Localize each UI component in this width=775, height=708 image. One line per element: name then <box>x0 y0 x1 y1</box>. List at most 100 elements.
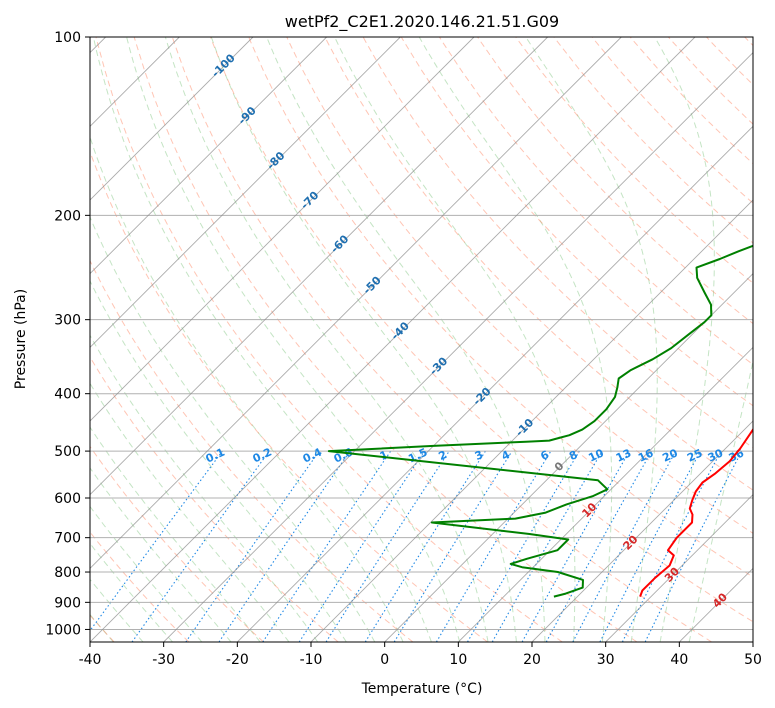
isotherm-line <box>458 346 753 642</box>
y-tick-label: 900 <box>54 595 81 611</box>
dry-adiabat-line <box>668 37 753 125</box>
mixing-ratio-line <box>131 450 270 642</box>
mixing-ratio-label: 4 <box>500 448 513 463</box>
isotherm-line <box>384 273 753 642</box>
mixing-ratio-line <box>90 450 223 632</box>
mixing-ratio-line <box>262 450 392 642</box>
dry-adiabat-line <box>171 37 712 642</box>
mixing-ratio-label: 6 <box>539 448 552 463</box>
dry-adiabat-line <box>95 37 563 642</box>
mixing-ratio-label: 2 <box>437 448 449 463</box>
moist-adiabat-line <box>334 37 576 642</box>
dry-adiabat-line <box>706 37 753 86</box>
isotherm-line <box>310 199 753 642</box>
dry-adiabats <box>90 37 753 642</box>
y-tick-label: 500 <box>54 444 81 460</box>
dry-adiabat-line <box>744 37 753 47</box>
isotherm-label: -20 <box>470 385 493 408</box>
isotherm-line <box>605 494 753 642</box>
moist-adiabat-line <box>164 37 489 642</box>
y-tick-label: 700 <box>54 531 81 547</box>
mixing-ratio-line <box>599 450 701 642</box>
dry-adiabat-line <box>400 37 753 407</box>
isotherm-line <box>752 641 753 642</box>
y-tick-label: 400 <box>54 387 81 403</box>
y-tick-label: 300 <box>54 313 81 329</box>
mixing-ratio-label: 0.6 <box>332 445 355 465</box>
y-axis-label: Pressure (hPa) <box>13 289 29 389</box>
moist-adiabat-line <box>90 542 173 642</box>
dry-adiabat-line <box>477 37 753 325</box>
dry-adiabat-line <box>515 37 753 284</box>
dry-adiabat-line <box>90 445 264 642</box>
moist-adiabat-line <box>90 215 376 642</box>
x-tick-label: 20 <box>523 652 541 668</box>
dry-adiabat-line <box>90 259 414 642</box>
moist-adiabat-line <box>92 37 432 642</box>
moist-adiabat-line <box>90 426 261 642</box>
profile-series <box>327 244 753 598</box>
x-axis-label: Temperature (°C) <box>361 681 483 697</box>
y-tick-label: 800 <box>54 565 81 581</box>
dry-adiabat-line <box>90 356 339 642</box>
x-tick-label: -30 <box>152 652 175 668</box>
plot-frame <box>89 36 754 643</box>
dry-adiabat-line <box>553 37 753 244</box>
x-tick-label: -10 <box>300 652 323 668</box>
mixing-ratio-line <box>435 450 552 642</box>
dry-adiabat-line <box>90 150 488 642</box>
isotherm-label: -60 <box>328 232 351 255</box>
moist-adiabat-line <box>654 37 715 642</box>
dry-adiabat-line <box>210 37 753 623</box>
isotherm-line <box>90 37 548 496</box>
isotherm-label: -100 <box>209 51 238 80</box>
isotherm-label: -10 <box>513 416 536 439</box>
isotherm-label: -80 <box>264 149 287 172</box>
mixing-ratio-line <box>218 450 351 642</box>
mixing-ratio-label: 10 <box>586 446 606 464</box>
y-axis: 100 200 300 400 500 600 700 800 900 1000 <box>45 30 90 638</box>
moist-adiabat-line <box>418 37 613 642</box>
dry-adiabat-line <box>438 37 753 366</box>
isotherm-line <box>90 37 622 569</box>
moist-adiabat-line <box>126 37 461 642</box>
mixing-ratio-line <box>298 450 425 642</box>
isotherm-line <box>163 52 753 642</box>
isotherm-label: 10 <box>579 500 599 520</box>
moist-adiabat-line <box>90 578 144 642</box>
mixing-ratio-label: 25 <box>685 446 704 464</box>
mixing-ratio-label: 8 <box>567 448 579 463</box>
x-tick-label: 30 <box>597 652 615 668</box>
y-tick-label: 200 <box>54 208 81 224</box>
mixing-ratio-label: 0.4 <box>301 445 324 465</box>
x-tick-label: 50 <box>744 652 762 668</box>
isotherm-line <box>90 37 696 642</box>
moist-adiabat-line <box>90 334 319 642</box>
dewpoint-profile-line <box>327 244 753 598</box>
isotherm-line <box>237 125 753 642</box>
mixing-ratio-label: 13 <box>614 446 633 464</box>
mixing-ratio-line <box>545 450 653 642</box>
mixing-ratio-line <box>572 450 677 642</box>
moist-adiabat-line <box>90 135 404 642</box>
isotherm-label: -30 <box>427 354 450 377</box>
isotherms <box>90 37 753 642</box>
mixing-ratio-label: 16 <box>636 446 656 464</box>
x-tick-label: -40 <box>79 652 102 668</box>
x-tick-label: 10 <box>449 652 467 668</box>
mixing-ratio-label: 1 <box>378 448 390 463</box>
isotherm-label: -40 <box>389 319 412 342</box>
moist-adiabat-line <box>266 37 546 642</box>
mixing-ratio-line <box>325 450 450 642</box>
mixing-ratio-line <box>185 450 320 642</box>
chart-title: wetPf2_C2E1.2020.146.21.51.G09 <box>285 12 559 32</box>
x-axis: -40 -30 -20 -10 0 10 20 30 40 50 <box>79 642 762 668</box>
mixing-ratio-line <box>521 450 630 642</box>
isotherm-label: -50 <box>361 274 384 297</box>
y-tick-label: 600 <box>54 491 81 507</box>
pressure-gridlines <box>90 37 753 630</box>
isotherm-label: 40 <box>710 590 730 610</box>
moist-adiabat-line <box>90 505 203 642</box>
isotherm-line <box>531 420 753 642</box>
